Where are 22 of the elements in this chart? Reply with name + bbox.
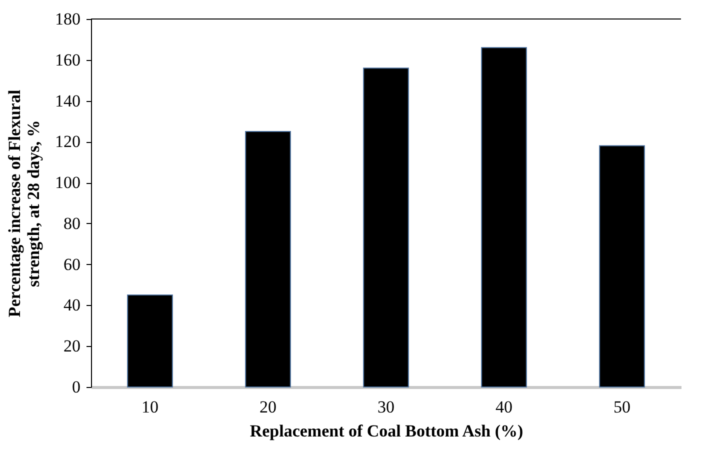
y-tick-label: 160 — [55, 50, 80, 70]
y-tick-label: 60 — [64, 254, 80, 274]
y-tick-label: 100 — [55, 173, 80, 192]
x-tick-label: 10 — [142, 398, 158, 416]
y-axis-title: Percentage increase of Flexural strength, at 28 days, % — [5, 90, 43, 318]
x-axis-title: Replacement of Coal Bottom Ash (%) — [250, 422, 524, 440]
y-tick-label: 0 — [72, 378, 80, 396]
y-tick-label: 20 — [64, 336, 80, 356]
bar — [363, 68, 409, 388]
x-tick-label: 50 — [614, 398, 630, 416]
y-tick-label: 180 — [55, 10, 80, 28]
x-tick-label: 20 — [260, 398, 276, 416]
x-tick-label: 40 — [496, 398, 512, 416]
x-tick-label: 30 — [378, 398, 394, 416]
bar — [245, 130, 291, 388]
bar — [599, 145, 645, 388]
y-tick-label: 140 — [55, 91, 80, 110]
y-tick-label: 80 — [64, 214, 80, 233]
y-tick-label: 120 — [55, 132, 80, 152]
bar — [481, 47, 527, 388]
bar — [127, 294, 173, 388]
y-tick-label: 40 — [64, 296, 80, 315]
